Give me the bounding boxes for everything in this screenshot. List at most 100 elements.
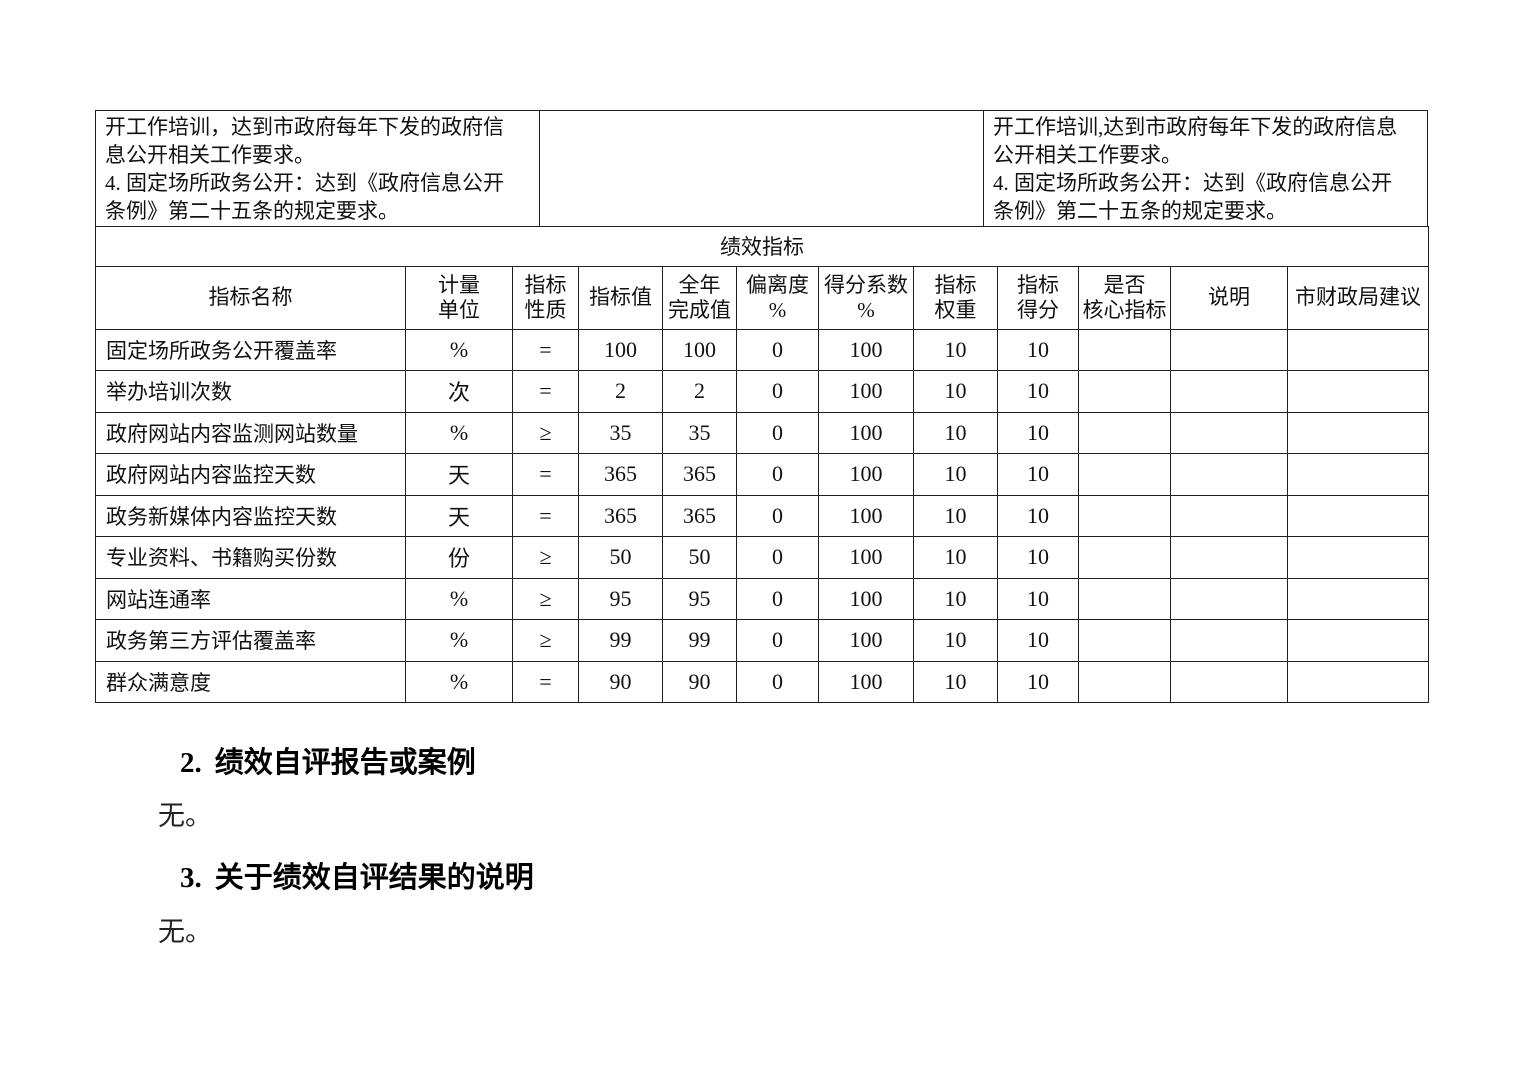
table-cell: 90 xyxy=(578,660,663,703)
table-cell: 50 xyxy=(578,536,663,579)
table-cell: 次 xyxy=(405,370,513,413)
table-cell: 份 xyxy=(405,536,513,579)
table-cell: 0 xyxy=(736,577,819,620)
table-cell xyxy=(1170,411,1288,454)
table-cell xyxy=(1286,453,1430,496)
table-cell: 100 xyxy=(818,619,914,662)
table-cell xyxy=(1286,660,1430,703)
header-target-value: 指标值 xyxy=(578,265,663,330)
table-cell: 100 xyxy=(578,328,663,371)
table-cell: ≥ xyxy=(512,577,579,620)
table-cell xyxy=(1170,577,1288,620)
table-cell: = xyxy=(512,328,579,371)
table-cell: % xyxy=(405,328,513,371)
table-cell xyxy=(1286,370,1430,413)
continuation-text-left: 开工作培训，达到市政府每年下发的政府信 息公开相关工作要求。 4. 固定场所政务… xyxy=(105,115,504,223)
table-row: 固定场所政务公开覆盖率 % = 100 100 0 100 10 10 xyxy=(95,328,1430,371)
continuation-cell-middle xyxy=(539,111,983,226)
table-cell xyxy=(1078,370,1171,413)
table-cell: 10 xyxy=(913,453,998,496)
table-row: 群众满意度 % = 90 90 0 100 10 10 xyxy=(95,660,1430,703)
table-cell: 100 xyxy=(662,328,737,371)
table-cell xyxy=(1170,536,1288,579)
table-cell xyxy=(1286,411,1430,454)
table-row: 政务新媒体内容监控天数 天 = 365 365 0 100 10 10 xyxy=(95,494,1430,537)
header-indicator-name: 指标名称 xyxy=(95,265,406,330)
indicator-name-cell: 专业资料、书籍购买份数 xyxy=(95,536,406,579)
table-title-row: 绩效指标 xyxy=(94,225,1430,267)
performance-indicators-table: 绩效指标 指标名称 计量 单位 指标 性质 指标值 全年 完成值 偏离度 % 得… xyxy=(94,225,1430,704)
table-cell: 0 xyxy=(736,411,819,454)
table-cell: 100 xyxy=(818,453,914,496)
table-cell: 天 xyxy=(405,494,513,537)
table-cell: 0 xyxy=(736,660,819,703)
header-core-indicator: 是否 核心指标 xyxy=(1078,265,1171,330)
indicator-name-cell: 固定场所政务公开覆盖率 xyxy=(95,328,406,371)
section-3-body: 无。 xyxy=(158,917,212,947)
indicator-name-cell: 政务新媒体内容监控天数 xyxy=(95,494,406,537)
header-score: 指标 得分 xyxy=(997,265,1079,330)
header-annual-completion: 全年 完成值 xyxy=(662,265,737,330)
table-header-row: 指标名称 计量 单位 指标 性质 指标值 全年 完成值 偏离度 % 得分系数 %… xyxy=(95,265,1430,330)
table-cell xyxy=(1078,453,1171,496)
table-cell: 365 xyxy=(578,453,663,496)
table-cell: 10 xyxy=(913,660,998,703)
table-row: 政务第三方评估覆盖率 % ≥ 99 99 0 100 10 10 xyxy=(95,619,1430,662)
table-cell: 2 xyxy=(578,370,663,413)
table-cell xyxy=(1078,619,1171,662)
header-score-coefficient: 得分系数 % xyxy=(818,265,914,330)
table-title: 绩效指标 xyxy=(94,225,1430,267)
table-cell: 10 xyxy=(913,577,998,620)
table-cell: 10 xyxy=(913,494,998,537)
table-cell: 100 xyxy=(818,411,914,454)
indicator-name-cell: 群众满意度 xyxy=(95,660,406,703)
table-cell: 50 xyxy=(662,536,737,579)
header-weight: 指标 权重 xyxy=(913,265,998,330)
table-cell xyxy=(1170,619,1288,662)
continuation-text-right: 开工作培训,达到市政府每年下发的政府信息 公开相关工作要求。 4. 固定场所政务… xyxy=(983,111,1427,226)
table-cell: 0 xyxy=(736,453,819,496)
table-cell: = xyxy=(512,453,579,496)
table-cell: 99 xyxy=(578,619,663,662)
table-cell xyxy=(1078,577,1171,620)
indicator-name-cell: 网站连通率 xyxy=(95,577,406,620)
table-cell: 0 xyxy=(736,494,819,537)
table-cell: 10 xyxy=(913,619,998,662)
header-nature: 指标 性质 xyxy=(512,265,579,330)
table-cell: 0 xyxy=(736,536,819,579)
header-explanation: 说明 xyxy=(1170,265,1288,330)
table-cell: ≥ xyxy=(512,411,579,454)
table-cell: 10 xyxy=(997,660,1079,703)
header-deviation: 偏离度 % xyxy=(736,265,819,330)
table-cell: = xyxy=(512,370,579,413)
table-cell: 365 xyxy=(578,494,663,537)
table-cell: % xyxy=(405,660,513,703)
table-cell: 10 xyxy=(913,536,998,579)
table-cell: % xyxy=(405,411,513,454)
table-cell: ≥ xyxy=(512,536,579,579)
section-2-title: 绩效自评报告或案例 xyxy=(214,747,476,779)
table-cell: 365 xyxy=(662,494,737,537)
table-cell: 100 xyxy=(818,577,914,620)
table-cell: 10 xyxy=(997,494,1079,537)
section-3-heading: 3. 关于绩效自评结果的说明 xyxy=(180,854,534,896)
performance-table-sheet: 开工作培训，达到市政府每年下发的政府信 息公开相关工作要求。 4. 固定场所政务… xyxy=(94,110,1430,704)
indicator-name-cell: 政务第三方评估覆盖率 xyxy=(95,619,406,662)
section-3-title: 关于绩效自评结果的说明 xyxy=(214,862,534,894)
section-3-number: 3. xyxy=(180,862,202,894)
table-cell: 100 xyxy=(818,370,914,413)
header-unit: 计量 单位 xyxy=(405,265,513,330)
table-cell: 95 xyxy=(578,577,663,620)
table-row: 网站连通率 % ≥ 95 95 0 100 10 10 xyxy=(95,577,1430,620)
table-cell: 90 xyxy=(662,660,737,703)
table-cell: 95 xyxy=(662,577,737,620)
table-cell: 10 xyxy=(913,370,998,413)
continuation-row: 开工作培训，达到市政府每年下发的政府信 息公开相关工作要求。 4. 固定场所政务… xyxy=(95,110,1428,227)
table-cell: 0 xyxy=(736,619,819,662)
table-cell xyxy=(1286,536,1430,579)
table-cell xyxy=(1286,494,1430,537)
indicator-name-cell: 政府网站内容监控天数 xyxy=(95,453,406,496)
table-cell xyxy=(1078,536,1171,579)
table-cell: 10 xyxy=(997,370,1079,413)
